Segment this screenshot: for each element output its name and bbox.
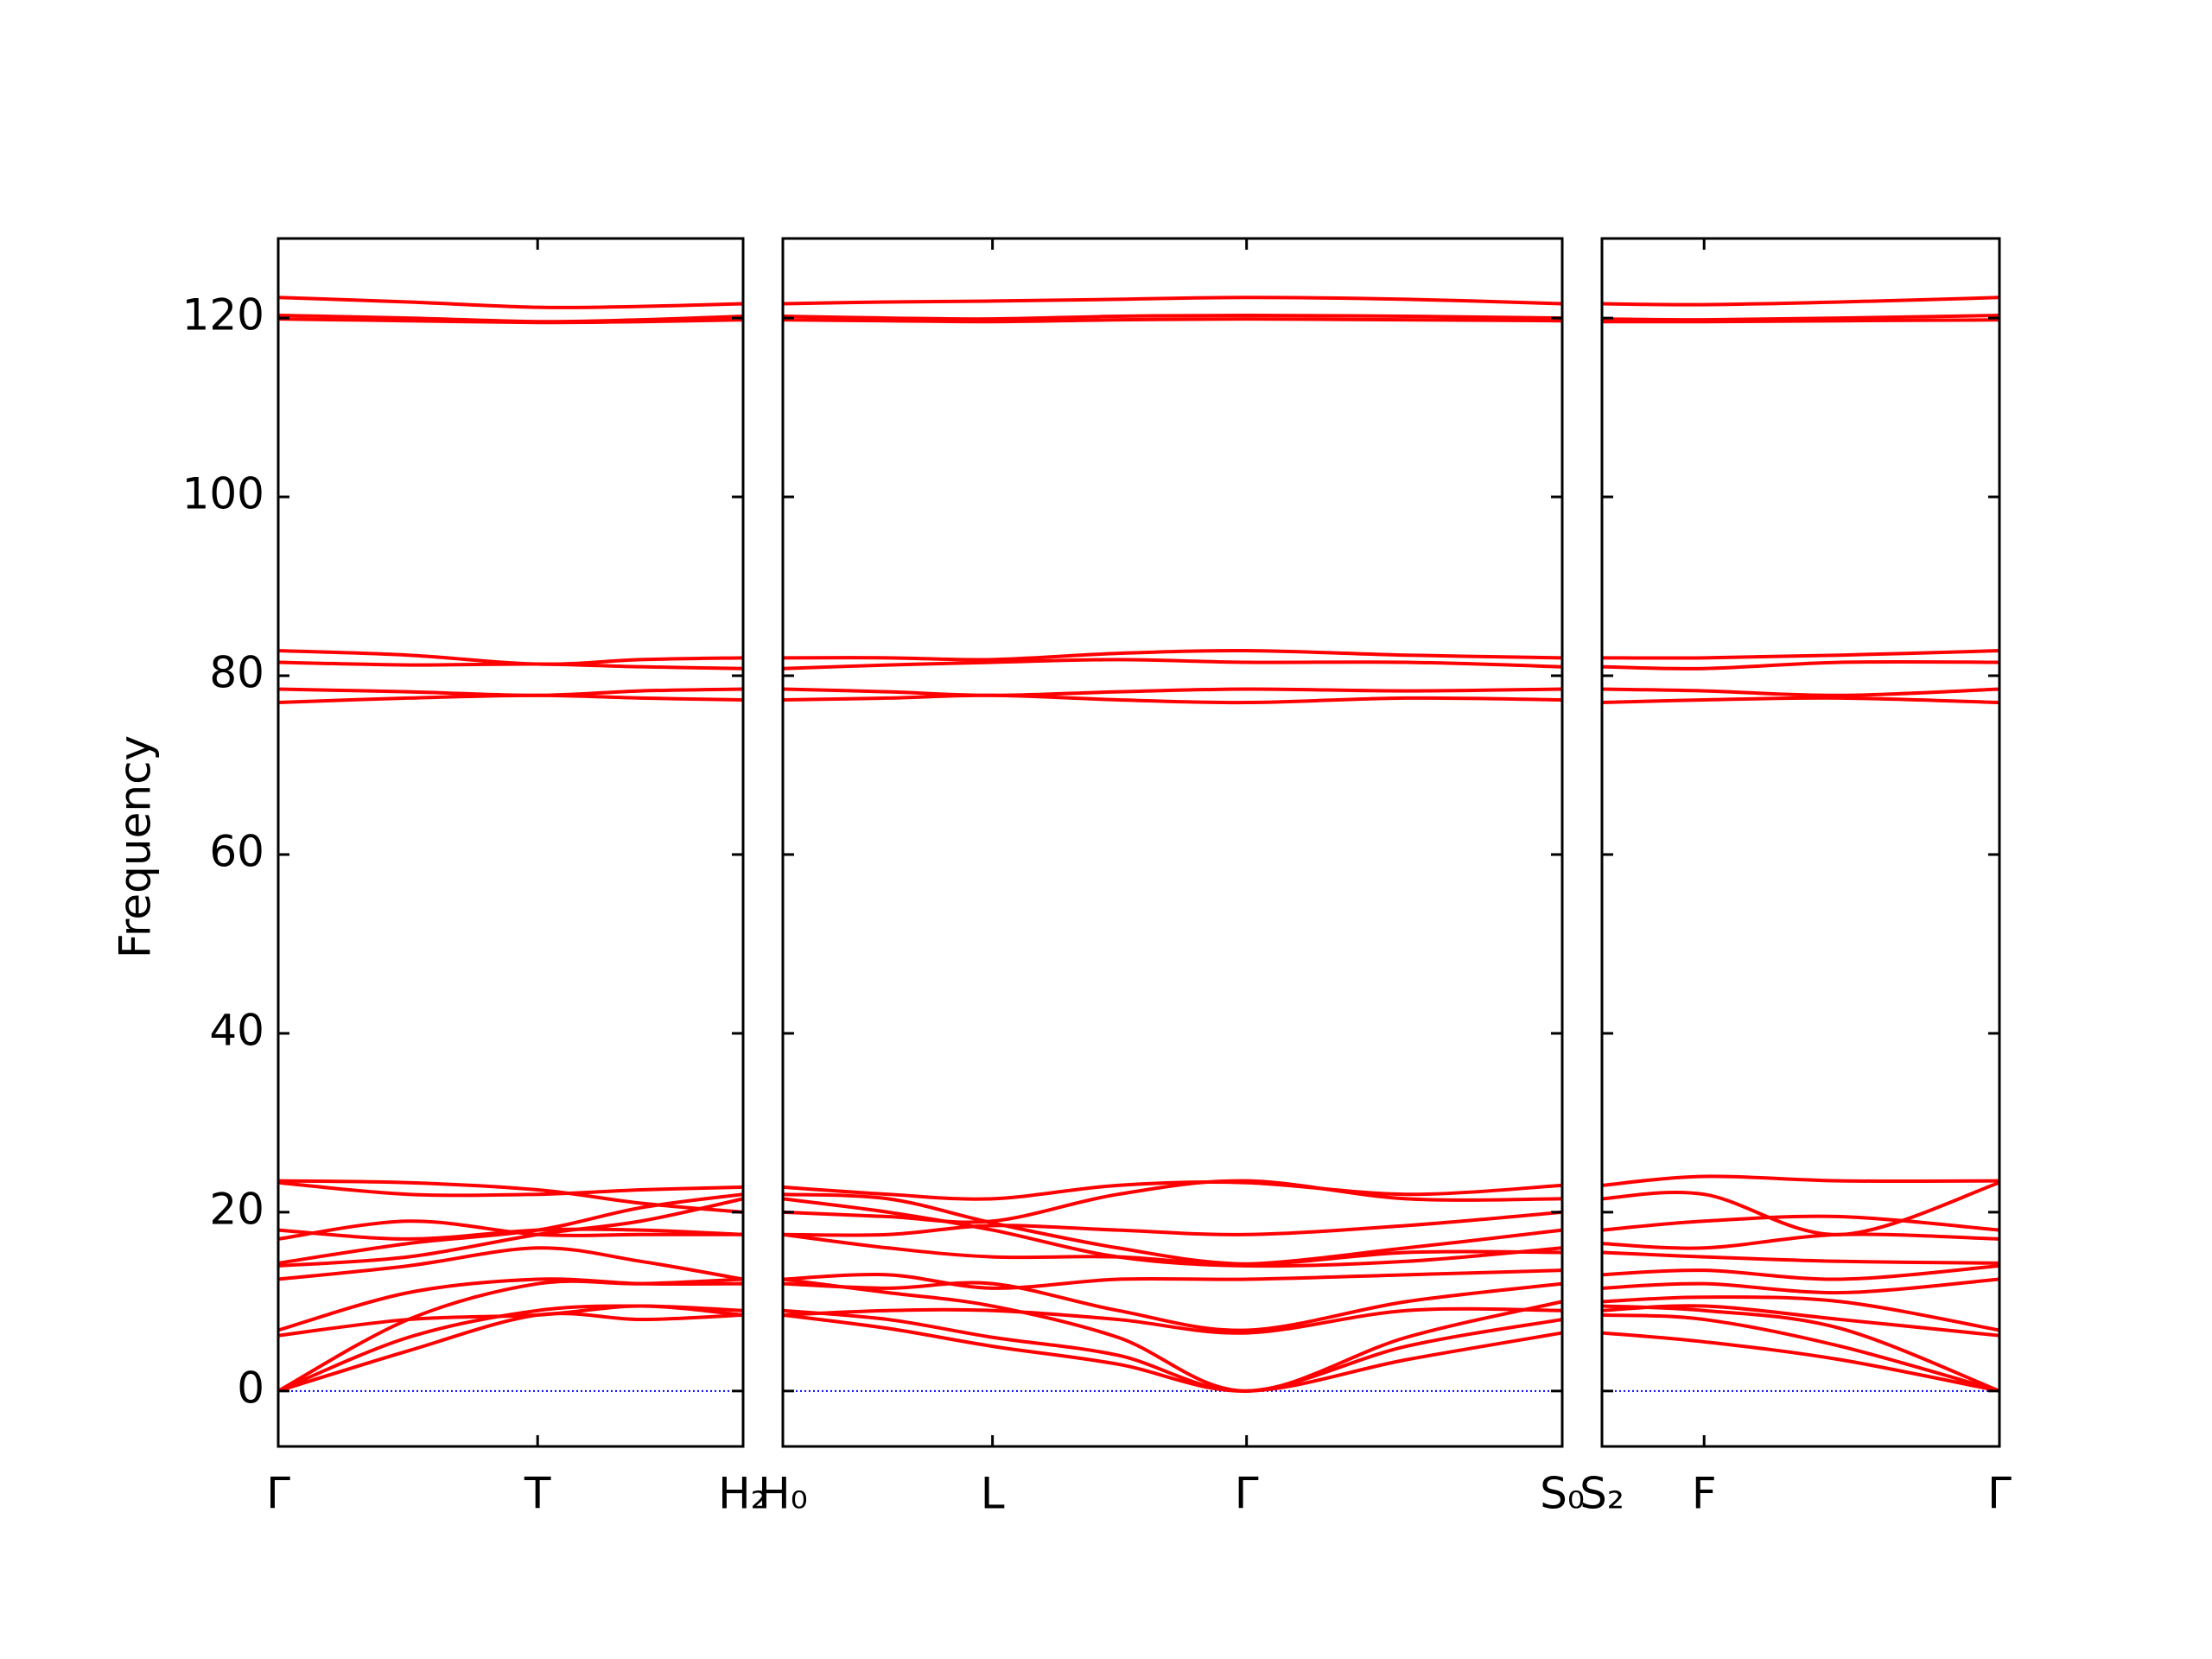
y-tick-label: 0 — [237, 1363, 264, 1413]
band-line — [277, 1179, 744, 1214]
y-tick-label: 100 — [182, 469, 264, 519]
band-line — [782, 658, 1563, 671]
band-line — [277, 1277, 744, 1332]
band-line — [1601, 1263, 2000, 1281]
band-line — [782, 1308, 1563, 1393]
axes-frame — [276, 237, 745, 1448]
band-line — [1601, 1232, 2000, 1250]
x-tick-label: Γ — [1987, 1469, 2012, 1519]
y-tick-label: 40 — [209, 1005, 264, 1055]
band-line — [1601, 1277, 2000, 1295]
band-line — [1601, 1250, 2000, 1265]
band-line — [782, 1179, 1563, 1224]
band-line — [1601, 696, 2000, 705]
x-tick-label: Γ — [266, 1469, 290, 1519]
band-line — [1601, 296, 2000, 307]
y-tick-label: 80 — [209, 648, 264, 698]
band-line — [1601, 687, 2000, 697]
band-line — [277, 1246, 744, 1281]
band-line — [782, 687, 1563, 697]
band-line — [782, 1313, 1563, 1393]
y-tick-label: 120 — [182, 290, 264, 340]
band-line — [782, 317, 1563, 324]
band-line — [782, 693, 1563, 705]
band-line — [782, 1281, 1563, 1332]
x-tick-label: H₀ — [758, 1469, 808, 1519]
band-line — [277, 1180, 744, 1198]
x-tick-label: F — [1692, 1469, 1717, 1519]
band-line — [782, 1180, 1563, 1201]
band-line — [277, 649, 744, 666]
band-line — [1601, 1180, 2000, 1236]
y-axis-label: Frequency — [111, 735, 161, 958]
band-line — [1601, 649, 2000, 660]
y-tick-label: 20 — [209, 1184, 264, 1234]
axes-frame — [1600, 237, 2001, 1448]
x-tick-label: T — [524, 1469, 551, 1519]
band-line — [1601, 1313, 2000, 1393]
y-tick-label: 60 — [209, 826, 264, 876]
x-tick-label: Γ — [1235, 1469, 1259, 1519]
band-line — [1601, 1331, 2000, 1393]
band-line — [277, 313, 744, 324]
band-line — [1601, 313, 2000, 322]
x-tick-label: L — [981, 1469, 1005, 1519]
band-line — [277, 1219, 743, 1241]
band-line — [277, 687, 744, 697]
band-line — [277, 296, 744, 309]
band-line — [782, 648, 1563, 662]
band-line — [1601, 1295, 2000, 1332]
band-line — [782, 313, 1563, 321]
axes-frame — [781, 237, 1564, 1448]
band-line — [782, 296, 1563, 306]
band-line — [1601, 318, 2000, 324]
band-line — [782, 1268, 1563, 1290]
band-line — [782, 1228, 1563, 1267]
band-line — [1601, 1214, 2000, 1232]
band-line — [1601, 1174, 2000, 1187]
band-line — [1601, 659, 2000, 671]
band-line — [277, 1227, 744, 1241]
band-line — [1601, 1304, 2000, 1338]
x-tick-label: S₀ — [1540, 1469, 1585, 1519]
band-line — [782, 1277, 1563, 1393]
band-line — [782, 1306, 1563, 1335]
x-tick-label: S₂ — [1580, 1469, 1624, 1519]
x-tick-label: H₂ — [718, 1469, 768, 1519]
band-line — [782, 1210, 1563, 1237]
band-line — [782, 1192, 1563, 1266]
band-line — [277, 1304, 744, 1338]
